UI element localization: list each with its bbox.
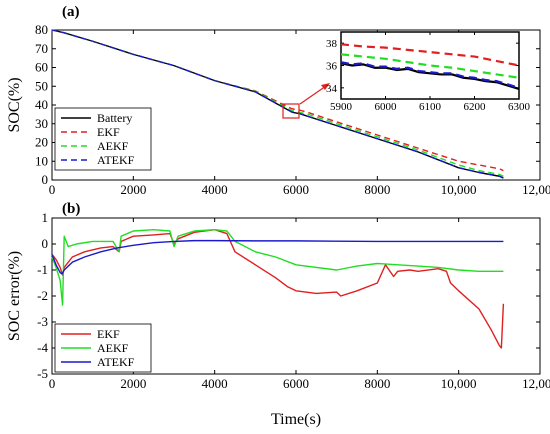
panel-b-x-tick-label: 2000 [120,376,146,391]
panel-b-ticks: 0 2000 4000 6000 8000 10,000 12,000 1 0 -1 -2 -3 -4 -… [37,210,550,391]
panel-a-x-tick-label: 4000 [202,182,228,197]
panel-a-x-tick-label: 2000 [120,182,146,197]
panel-b-y-axis-title: SOC error(%) [6,251,23,341]
series-line-atekf [51,29,504,179]
panel-b-label: (b) [62,201,80,217]
zoom-region-marker [282,103,300,119]
panel-b-y-tick-label: 0 [42,236,49,251]
panel-a-label: (a) [62,4,80,20]
inset-y-tick-label: 36 [326,61,338,73]
series-line-aekf [340,53,520,79]
inset-x-tick-label: 6000 [375,101,398,113]
inset-x-tick-label: 6100 [419,101,442,113]
panel-a-x-tick-label: 12,000 [522,182,550,197]
legend-label-ekf: EKF [97,327,120,341]
inset-y-tick-label: 38 [326,38,338,50]
panel-a-x-tick-label: 6000 [283,182,309,197]
panel-b-x-tick-label: 12,000 [522,376,550,391]
inset-y-tick-label: 34 [326,83,338,95]
panel-b-y-tick-label: -3 [37,314,48,329]
panel-a-y-tick-label: 30 [35,116,48,131]
panel-b-y-tick-label: -4 [37,340,48,355]
panel-a-y-tick-label: 40 [35,97,48,112]
panel-a-soc-chart: 0200040006000800010,00012,00001020304050… [6,4,550,197]
inset-ticks: 5900 6000 6100 6200 6300 34 36 38 [326,32,531,113]
zoom-arrow-head [321,83,330,90]
series-line-atekf [340,61,520,89]
panel-b-y-tick-label: 1 [42,210,49,225]
panel-a-ticks: 0200040006000800010,00012,00001020304050… [35,22,550,197]
panel-a-y-tick-label: 0 [42,172,49,187]
panel-b-x-axis-title: Time(s) [271,411,321,428]
inset-chart: 5900 6000 6100 6200 6300 34 36 38 [326,31,531,113]
panel-b-x-tick-label: 4000 [202,376,228,391]
zoom-arrow [299,85,327,105]
legend-label-ekf: EKF [97,125,120,139]
panel-b-x-tick-label: 6000 [283,376,309,391]
panel-a-x-tick-label: 0 [49,182,56,197]
panel-b-series [51,228,505,349]
panel-a-y-tick-label: 20 [35,135,48,150]
panel-b-x-tick-label: 10,000 [441,376,477,391]
series-line-ekf [340,43,520,67]
panel-b-y-tick-label: -5 [37,366,48,381]
series-line-ekf [51,228,505,349]
legend-label-battery: Battery [97,111,132,125]
panel-a-y-tick-label: 80 [35,22,48,37]
panel-b-y-tick-label: -2 [37,288,48,303]
inset-x-tick-label: 6200 [464,101,487,113]
panel-b-x-tick-label: 0 [49,376,56,391]
panel-b-y-tick-label: -1 [37,262,48,277]
legend-label-aekf: AEKF [97,139,129,153]
legend-label-atekf: ATEKF [97,355,135,369]
panel-b-x-tick-label: 8000 [364,376,390,391]
panel-a-y-tick-label: 50 [35,78,48,93]
panel-a-y-tick-label: 70 [35,41,48,56]
panel-a-x-tick-label: 10,000 [441,182,477,197]
inset-x-tick-label: 6300 [508,101,531,113]
series-line-atekf [51,239,504,275]
legend-label-aekf: AEKF [97,341,129,355]
panel-b-soc-error-chart: 0 2000 4000 6000 8000 10,000 12,000 1 0 -1 -2 -3 -4 -… [6,201,550,428]
panel-a-series [51,29,504,179]
panel-a-y-tick-label: 10 [35,153,48,168]
legend-label-atekf: ATEKF [97,153,135,167]
series-line-aekf [51,228,504,306]
panel-a-y-tick-label: 60 [35,60,48,75]
inset-x-tick-label: 5900 [330,101,353,113]
panel-a-x-tick-label: 8000 [364,182,390,197]
inset-series [340,43,520,91]
panel-a-y-axis-title: SOC(%) [6,77,23,132]
